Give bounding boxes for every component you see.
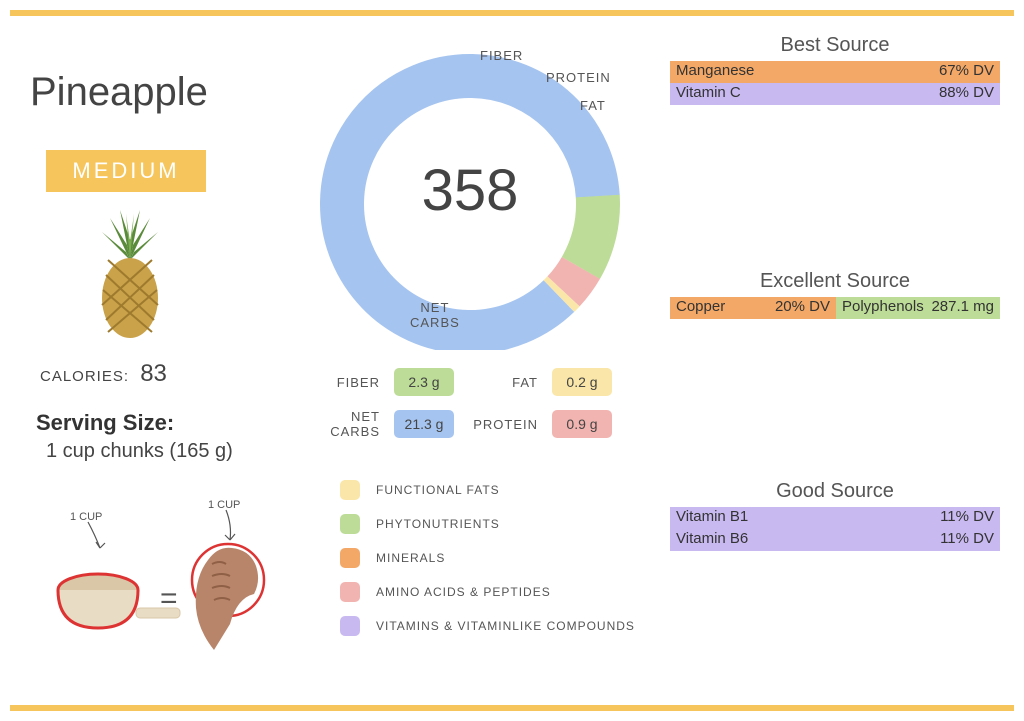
legend-label: AMINO ACIDS & PEPTIDES <box>376 585 551 599</box>
legend-row: VITAMINS & VITAMINLIKE COMPOUNDS <box>340 616 635 636</box>
legend-row: FUNCTIONAL FATS <box>340 480 635 500</box>
source-cell: Polyphenols <box>836 297 924 319</box>
bottom-rule <box>10 705 1014 711</box>
source-block: Excellent Source Copper20% DVPolyphenols2… <box>670 270 1000 319</box>
category-legend: FUNCTIONAL FATS PHYTONUTRIENTS MINERALS AMI… <box>340 480 635 650</box>
macro-label: FAT <box>468 375 538 390</box>
macro-value: 0.2 g <box>552 368 612 396</box>
source-row: Manganese67% DV <box>670 61 1000 83</box>
source-cell: Vitamin B6 <box>670 529 924 551</box>
legend-swatch <box>340 514 360 534</box>
calories-label: CALORIES: <box>40 368 129 385</box>
source-block: Best Source Manganese67% DVVitamin C88% D… <box>670 34 1000 105</box>
macro-label: PROTEIN <box>468 417 538 432</box>
source-row: Vitamin B611% DV <box>670 529 1000 551</box>
source-cell: 88% DV <box>924 83 1000 105</box>
legend-swatch <box>340 616 360 636</box>
serving-value: 1 cup chunks (165 g) <box>46 440 233 463</box>
source-cell: 11% DV <box>924 507 1000 529</box>
food-title: Pineapple <box>30 70 208 115</box>
serving-label: Serving Size: <box>36 410 174 436</box>
top-rule <box>10 10 1014 16</box>
legend-row: AMINO ACIDS & PEPTIDES <box>340 582 635 602</box>
macro-label: FIBER <box>310 375 380 390</box>
source-row: Copper20% DVPolyphenols287.1 mg <box>670 297 1000 319</box>
equals-sign: = <box>160 582 178 615</box>
source-cell: 67% DV <box>924 61 1000 83</box>
macro-grid: FIBER 2.3 g FAT 0.2 g NET CARBS 21.3 g PROTEIN… <box>310 365 630 441</box>
donut-label-netcarbs: NET CARBS <box>410 300 460 330</box>
source-cell: Vitamin C <box>670 83 924 105</box>
legend-swatch <box>340 582 360 602</box>
source-cell: 11% DV <box>924 529 1000 551</box>
food-image <box>80 200 180 340</box>
legend-row: PHYTONUTRIENTS <box>340 514 635 534</box>
legend-swatch <box>340 480 360 500</box>
legend-label: VITAMINS & VITAMINLIKE COMPOUNDS <box>376 619 635 633</box>
legend-row: MINERALS <box>340 548 635 568</box>
legend-label: PHYTONUTRIENTS <box>376 517 500 531</box>
cup-caption-left: 1 CUP <box>70 511 102 523</box>
calories-value: 83 <box>140 360 167 387</box>
macro-value: 2.3 g <box>394 368 454 396</box>
legend-swatch <box>340 548 360 568</box>
donut-label-fiber: FIBER <box>480 48 523 63</box>
gi-badge: MEDIUM <box>46 150 206 192</box>
macro-value: 21.3 g <box>394 410 454 438</box>
source-block: Good Source Vitamin B111% DVVitamin B611%… <box>670 480 1000 551</box>
cup-caption-right: 1 CUP <box>208 499 240 511</box>
source-title: Excellent Source <box>670 270 1000 293</box>
source-cell: 20% DV <box>760 297 836 319</box>
source-title: Good Source <box>670 480 1000 503</box>
source-cell: Copper <box>670 297 760 319</box>
source-cell: 287.1 mg <box>924 297 1000 319</box>
serving-illustration: 1 CUP = 1 CUP <box>40 490 280 660</box>
calories-row: CALORIES: 83 <box>40 360 167 388</box>
legend-label: MINERALS <box>376 551 445 565</box>
source-row: Vitamin B111% DV <box>670 507 1000 529</box>
source-cell: Manganese <box>670 61 924 83</box>
source-cell: Vitamin B1 <box>670 507 924 529</box>
donut-label-protein: PROTEIN <box>546 70 611 85</box>
donut-chart: 358 NET CARBSFIBERPROTEINFAT <box>310 30 630 350</box>
macro-value: 0.9 g <box>552 410 612 438</box>
source-title: Best Source <box>670 34 1000 57</box>
donut-label-fat: FAT <box>580 98 606 113</box>
macro-label: NET CARBS <box>310 409 380 439</box>
source-row: Vitamin C88% DV <box>670 83 1000 105</box>
legend-label: FUNCTIONAL FATS <box>376 483 500 497</box>
